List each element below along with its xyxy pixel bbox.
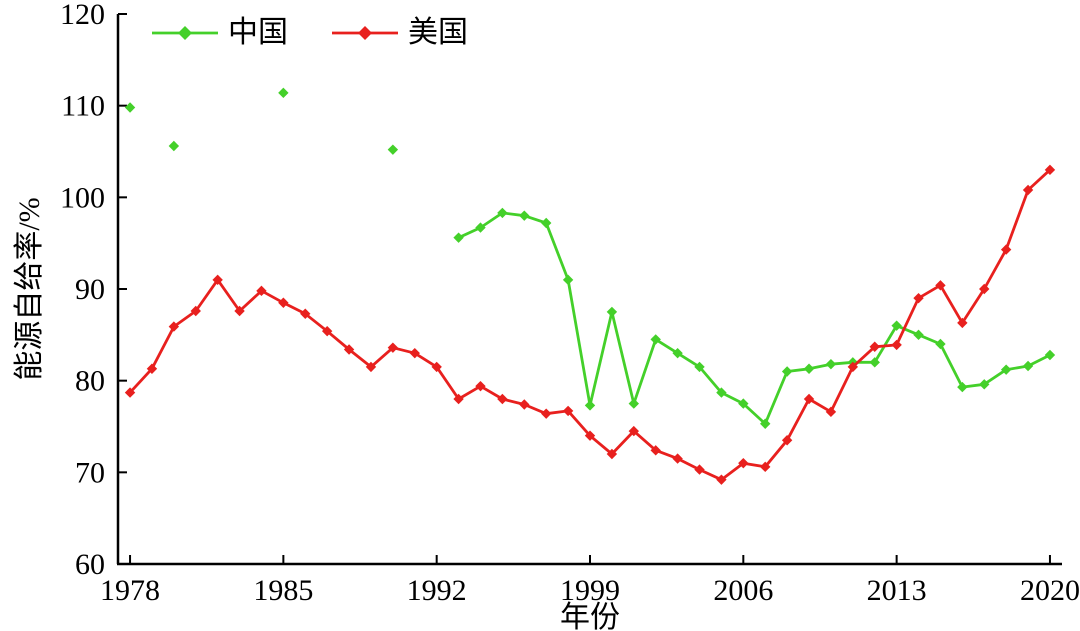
legend-item-china: 中国 <box>152 18 288 48</box>
svg-text:80: 80 <box>75 365 105 398</box>
legend-item-usa: 美国 <box>332 18 468 48</box>
legend-label-china: 中国 <box>228 16 288 49</box>
y-axis-title: 能源自给率/% <box>13 197 46 381</box>
svg-text:2006: 2006 <box>713 574 773 607</box>
svg-text:1992: 1992 <box>407 574 467 607</box>
svg-text:1978: 1978 <box>100 574 160 607</box>
svg-text:120: 120 <box>60 0 105 31</box>
china-line-marker-icon <box>152 26 218 40</box>
legend: 中国 美国 <box>152 18 468 48</box>
svg-text:60: 60 <box>75 548 105 581</box>
svg-text:90: 90 <box>75 273 105 306</box>
svg-text:2020: 2020 <box>1020 574 1080 607</box>
legend-label-usa: 美国 <box>408 16 468 49</box>
usa-line-marker-icon <box>332 26 398 40</box>
svg-text:110: 110 <box>61 90 105 123</box>
svg-text:1985: 1985 <box>253 574 313 607</box>
svg-text:100: 100 <box>60 181 105 214</box>
svg-text:70: 70 <box>75 456 105 489</box>
svg-text:1999: 1999 <box>560 574 620 607</box>
svg-text:2013: 2013 <box>867 574 927 607</box>
x-axis-title: 年份 <box>560 601 620 631</box>
